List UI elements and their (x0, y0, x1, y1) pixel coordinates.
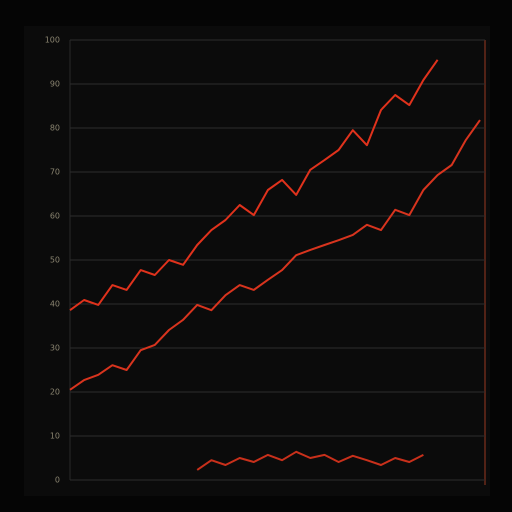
series-line (69, 119, 481, 391)
y-tick-label: 70 (50, 168, 60, 177)
y-tick-label: 0 (55, 476, 60, 485)
panel (24, 26, 490, 496)
y-tick-label: 100 (45, 36, 60, 45)
y-tick-label: 40 (50, 300, 60, 309)
y-tick-label: 80 (50, 124, 60, 133)
y-tick-label: 30 (50, 344, 60, 353)
series-line (69, 59, 439, 312)
y-tick-label: 20 (50, 388, 60, 397)
y-tick-label: 10 (50, 432, 60, 441)
y-tick-label: 90 (50, 80, 60, 89)
y-tick-label: 50 (50, 256, 60, 265)
y-tick-label: 60 (50, 212, 60, 221)
series-line (196, 450, 424, 471)
